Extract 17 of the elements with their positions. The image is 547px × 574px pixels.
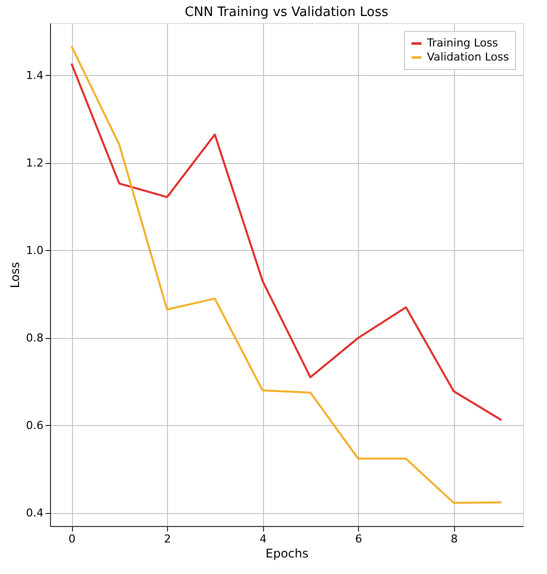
y-tick-label: 1.2: [26, 156, 44, 170]
legend-label: Validation Loss: [427, 50, 510, 64]
x-tick-label: 4: [260, 532, 267, 546]
y-tick-label: 0.4: [26, 506, 44, 520]
y-tick-label: 0.6: [26, 418, 44, 432]
x-axis-title: Epochs: [266, 546, 308, 560]
line-series: [70, 62, 502, 422]
y-tick-label: 0.8: [26, 331, 44, 344]
chart-title: CNN Training vs Validation Loss: [184, 5, 388, 20]
x-tick-label: 0: [68, 532, 76, 546]
y-axis-title: Loss: [8, 262, 22, 288]
x-tick-label: 8: [450, 532, 458, 546]
y-tick-label: 1.4: [26, 68, 44, 82]
legend-label: Training Loss: [426, 36, 498, 50]
x-tick-label: 2: [164, 532, 172, 546]
y-tick-label: 1.0: [26, 244, 44, 257]
x-tick-label: 6: [355, 532, 362, 546]
